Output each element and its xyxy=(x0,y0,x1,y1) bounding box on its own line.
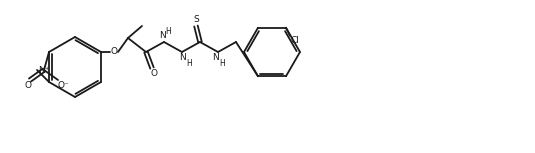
Text: O⁻: O⁻ xyxy=(57,80,69,90)
Text: H: H xyxy=(219,58,225,67)
Text: N: N xyxy=(180,54,186,62)
Text: O: O xyxy=(111,47,118,56)
Text: S: S xyxy=(193,15,199,24)
Text: N⁺: N⁺ xyxy=(39,65,50,75)
Text: N: N xyxy=(212,54,219,62)
Text: Cl: Cl xyxy=(291,36,300,45)
Text: H: H xyxy=(186,58,192,67)
Text: N: N xyxy=(159,32,166,41)
Text: O: O xyxy=(150,69,157,78)
Text: O: O xyxy=(25,80,32,90)
Text: H: H xyxy=(165,26,171,35)
